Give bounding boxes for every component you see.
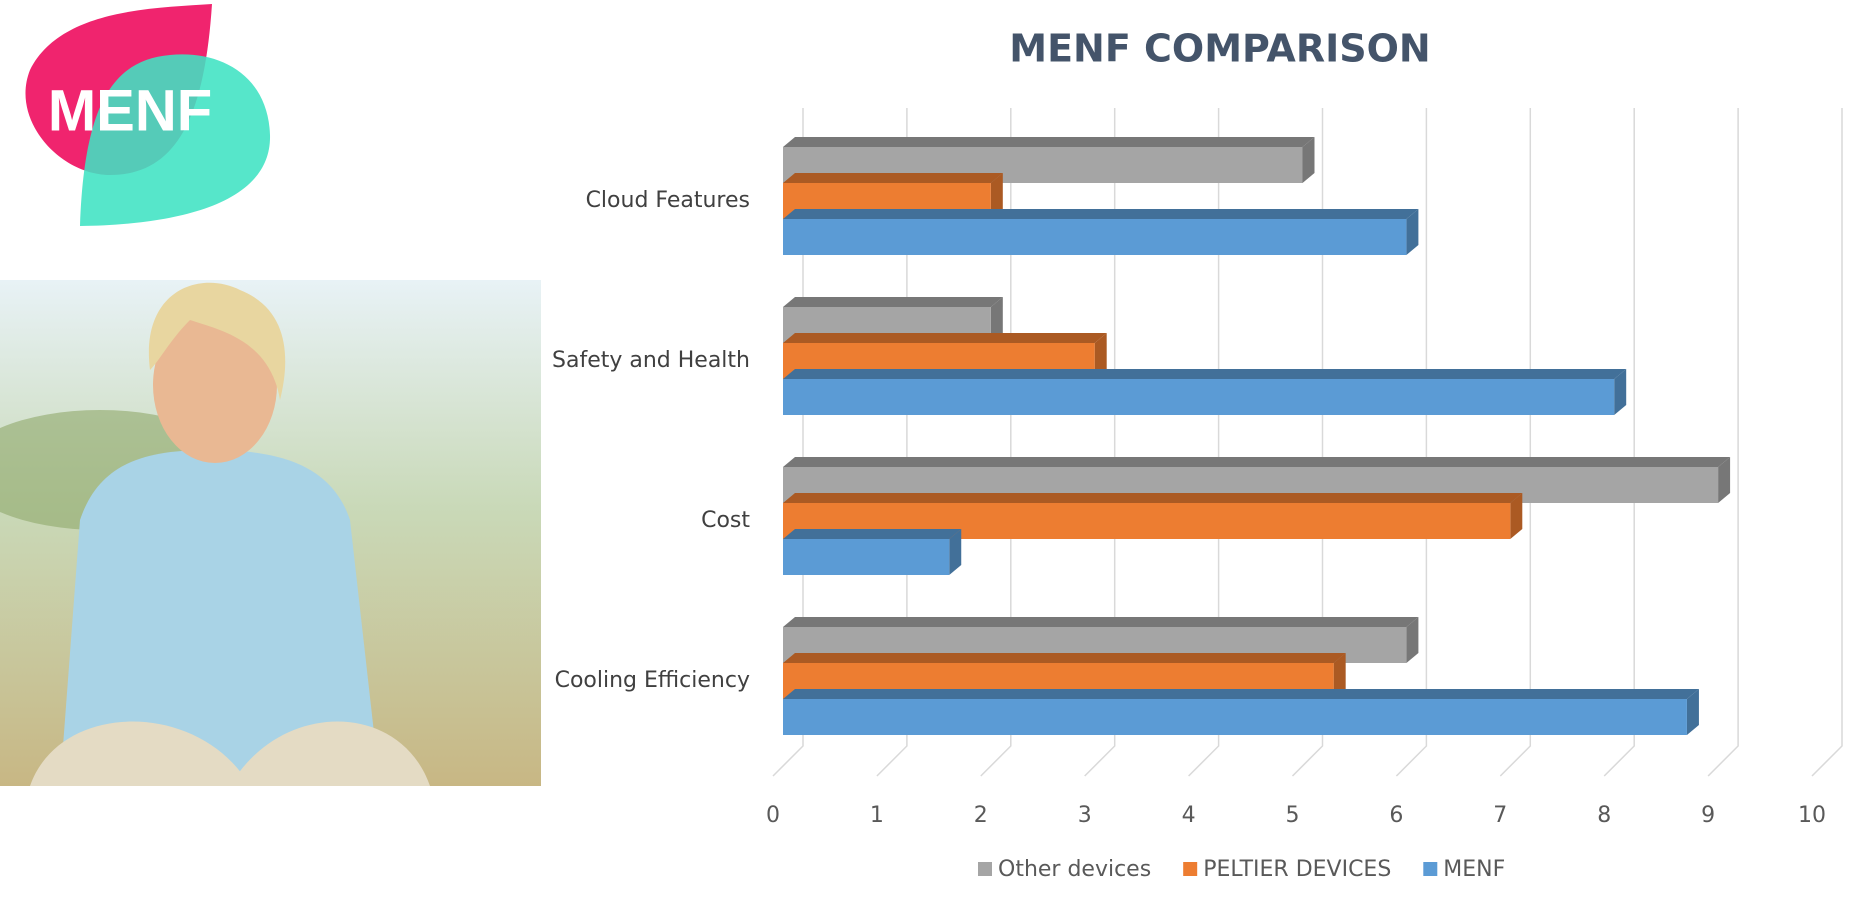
grid-line [1603, 108, 1635, 777]
x-tick-label: 7 [1493, 803, 1507, 828]
grid-line [1707, 108, 1739, 777]
photo [0, 280, 541, 786]
bar-top [783, 297, 1003, 307]
bar-side [1302, 137, 1315, 183]
bar [783, 689, 1699, 735]
chart-title: MENF COMPARISON [1009, 27, 1430, 71]
bar-top [783, 137, 1315, 147]
legend-swatch [1423, 862, 1438, 876]
y-tick-label: Cooling Efficiency [555, 668, 750, 693]
bar-top [783, 529, 962, 539]
x-tick-label: 3 [1078, 803, 1092, 828]
x-tick-label: 9 [1701, 803, 1715, 828]
bar-top [783, 493, 1523, 503]
bar-front [783, 379, 1615, 415]
x-tick-label: 5 [1286, 803, 1300, 828]
bar-top [783, 457, 1731, 467]
x-tick-label: 4 [1182, 803, 1196, 828]
bar [783, 209, 1419, 255]
bar-top [783, 333, 1107, 343]
bar-front [783, 699, 1687, 735]
bar-top [783, 369, 1627, 379]
logo: MENF [25, 4, 271, 226]
x-tick-label: 6 [1389, 803, 1403, 828]
legend-label: MENF [1443, 857, 1505, 882]
bar-side [1614, 369, 1627, 415]
photo-legs [30, 721, 430, 786]
bar-side [1333, 653, 1346, 699]
bar-top [783, 209, 1419, 219]
bar-side [1406, 617, 1419, 663]
bar-top [783, 689, 1699, 699]
grid-line [1811, 108, 1843, 777]
bar-top [783, 653, 1346, 663]
grid-line [1291, 108, 1324, 777]
grid-line [1188, 108, 1220, 777]
x-tick-label: 0 [766, 803, 780, 828]
x-tick-label: 10 [1798, 803, 1826, 828]
bar-side [1510, 493, 1523, 539]
logo-text: MENF [48, 78, 212, 143]
bar-side [990, 297, 1003, 343]
bar-side [949, 529, 962, 575]
bar-side [1718, 457, 1731, 503]
bar-side [990, 173, 1003, 219]
bar-side [1406, 209, 1419, 255]
grid-line [1499, 108, 1532, 777]
grid-line [1084, 108, 1116, 777]
photo-hair [148, 282, 286, 400]
bar-side [1094, 333, 1107, 379]
y-tick-label: Cost [701, 508, 750, 533]
grid-line [1395, 108, 1428, 777]
bar-side [1686, 689, 1699, 735]
photo-shirt [60, 450, 380, 786]
legend-swatch [978, 862, 992, 876]
y-tick-label: Cloud Features [586, 188, 750, 213]
bar-top [783, 173, 1003, 183]
bar [783, 529, 962, 575]
bar [783, 493, 1523, 539]
y-tick-label: Safety and Health [552, 348, 750, 373]
grid-line [980, 108, 1012, 777]
logo-leaf-teal [80, 54, 271, 226]
legend-swatch [1183, 862, 1198, 876]
bar-top [783, 617, 1419, 627]
bar-front [783, 219, 1407, 255]
bar [783, 369, 1627, 415]
x-tick-label: 1 [870, 803, 884, 828]
legend-label: Other devices [998, 857, 1151, 882]
legend-label: PELTIER DEVICES [1203, 857, 1391, 882]
x-tick-label: 2 [974, 803, 988, 828]
bar-front [783, 539, 950, 575]
photo-face [153, 307, 277, 463]
x-tick-label: 8 [1597, 803, 1611, 828]
